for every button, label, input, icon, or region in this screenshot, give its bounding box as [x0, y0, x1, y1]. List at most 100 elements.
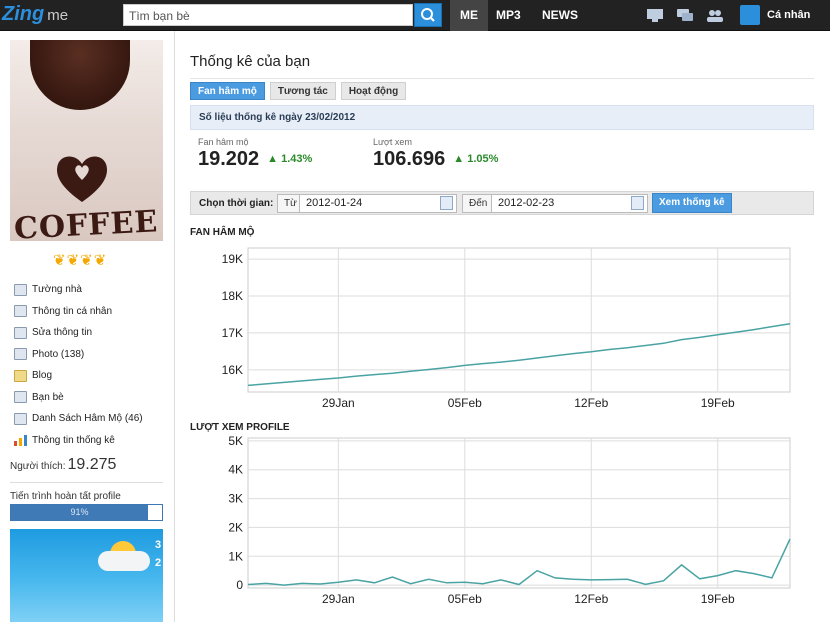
y-tick-label: 0 — [236, 578, 243, 592]
plot-area — [247, 247, 791, 393]
x-tick-label: 19Feb — [701, 592, 735, 606]
stats-icon — [14, 435, 27, 447]
nav-news[interactable]: NEWS — [542, 8, 578, 22]
y-tick-label: 1K — [228, 549, 243, 563]
sidebar-item-photo[interactable]: Photo (138) — [14, 344, 174, 366]
page-title: Thống kê của bạn — [190, 53, 311, 70]
sidebar-item-blog[interactable]: Blog — [14, 365, 174, 387]
weather-widget[interactable]: 3 2 — [10, 529, 163, 622]
y-tick-label: 5K — [228, 436, 243, 448]
views-chart-title: LƯỢT XEM PROFILE — [190, 422, 290, 433]
fans-stat-label: Fan hâm mộ — [198, 137, 249, 147]
x-tick-label: 12Feb — [574, 592, 608, 606]
fans-stat: Fan hâm mộ 19.202 ▲ 1.43% — [198, 137, 312, 171]
profile-progress-bar: 91% — [10, 504, 163, 521]
blog-icon — [14, 369, 27, 382]
account-avatar[interactable] — [740, 5, 760, 25]
fans-icon — [14, 412, 27, 425]
fans-chart: 16K 17K 18K 19K 29Jan 05Feb 12Feb 19Feb — [222, 247, 791, 410]
from-date-input[interactable]: 2012-01-24 — [299, 194, 457, 213]
nav-me[interactable]: ME — [450, 0, 488, 31]
likes-label: Người thích: — [10, 461, 66, 472]
cloud-icon — [98, 551, 150, 571]
fans-change-value: 1.43% — [281, 153, 313, 165]
heart-image — [57, 156, 107, 202]
stats-date-banner: Số liệu thống kê ngày 23/02/2012 — [190, 105, 814, 130]
sidebar-item-label: Photo (138) — [32, 348, 85, 360]
y-tick-label: 4K — [228, 463, 243, 477]
sidebar-item-label: Danh Sách Hâm Mộ (46) — [32, 413, 143, 425]
to-label: Đến — [462, 194, 495, 213]
top-bar: Zing me Tìm bạn bè ME MP3 NEWS Cá nhân — [0, 0, 830, 31]
account-menu[interactable]: Cá nhân — [767, 9, 811, 21]
likes-count: Người thích: 19.275 — [10, 456, 116, 474]
y-tick-label: 17K — [222, 326, 243, 340]
views-chart: 0 1K 2K 3K 4K 5K 29Jan 05Feb 12Feb 19Feb — [228, 436, 791, 606]
sidebar-item-profile[interactable]: Thông tin cá nhân — [14, 301, 174, 323]
stats-tabs: Fan hâm mộ Tương tác Hoạt động — [190, 82, 407, 100]
sidebar-item-wall[interactable]: Tường nhà — [14, 279, 174, 301]
tab-interaction[interactable]: Tương tác — [269, 82, 336, 100]
to-date-input[interactable]: 2012-02-23 — [491, 194, 648, 213]
sidebar-item-edit[interactable]: Sửa thông tin — [14, 322, 174, 344]
left-sidebar: COFFEE ❦❦❦❦ Tường nhà Thông tin cá nhân … — [0, 31, 175, 622]
from-calendar-icon[interactable] — [440, 196, 453, 210]
search-icon — [421, 8, 435, 22]
logo-suffix: me — [47, 7, 69, 24]
views-change-value: 1.05% — [467, 153, 499, 165]
search-input[interactable]: Tìm bạn bè — [123, 4, 413, 26]
views-stat-value: 106.696 — [373, 148, 446, 170]
friends-request-icon[interactable] — [707, 9, 723, 22]
x-tick-label: 05Feb — [448, 396, 482, 410]
sidebar-item-fans[interactable]: Danh Sách Hâm Mộ (46) — [14, 408, 174, 430]
x-tick-label: 19Feb — [701, 396, 735, 410]
filter-label: Chọn thời gian: — [199, 198, 274, 209]
progress-fill — [11, 505, 149, 520]
weather-temp-2: 2 — [155, 557, 162, 569]
sidebar-item-label: Bạn bè — [32, 391, 64, 403]
sidebar-item-label: Sửa thông tin — [32, 327, 93, 339]
progress-text: 91% — [70, 507, 89, 517]
search-button[interactable] — [414, 3, 442, 27]
date-filter-bar: Chọn thời gian: Từ 2012-01-24 Đến 2012-0… — [190, 191, 814, 215]
wall-icon — [14, 283, 27, 296]
weather-temp-1: 3 — [155, 539, 162, 551]
likes-value: 19.275 — [67, 456, 117, 473]
plot-area — [247, 437, 791, 589]
friends-icon — [14, 391, 27, 404]
sidebar-item-stats[interactable]: Thông tin thống kê — [14, 430, 174, 452]
x-tick-label: 05Feb — [448, 592, 482, 606]
views-stat-label: Lượt xem — [373, 137, 412, 147]
up-arrow-icon: ▲ — [453, 153, 468, 165]
profile-photo[interactable]: COFFEE — [10, 40, 163, 241]
logo-text: Zing — [2, 3, 45, 25]
series-line — [247, 538, 791, 586]
sidebar-item-label: Thông tin thống kê — [32, 434, 115, 446]
tab-fans[interactable]: Fan hâm mộ — [190, 82, 265, 100]
chat-icon[interactable] — [677, 9, 693, 22]
fans-chart-title: FAN HÂM MỘ — [190, 227, 255, 238]
to-calendar-icon[interactable] — [631, 196, 644, 210]
title-divider — [190, 78, 814, 79]
level-stars-icon: ❦❦❦❦ — [53, 252, 108, 269]
sidebar-item-friends[interactable]: Bạn bè — [14, 387, 174, 409]
x-tick-label: 29Jan — [322, 592, 355, 606]
coffee-word-image: COFFEE — [13, 204, 160, 241]
up-arrow-icon: ▲ — [267, 153, 282, 165]
fans-stat-value: 19.202 — [198, 148, 260, 170]
y-tick-label: 2K — [228, 520, 243, 534]
x-tick-label: 12Feb — [574, 396, 608, 410]
tab-activity[interactable]: Hoạt động — [340, 82, 407, 100]
progress-label: Tiến trình hoàn tất profile — [10, 491, 121, 502]
x-tick-label: 29Jan — [322, 396, 355, 410]
zing-logo[interactable]: Zing me — [2, 3, 68, 26]
view-stats-button[interactable]: Xem thống kê — [652, 193, 732, 213]
views-stat: Lượt xem 106.696 ▲ 1.05% — [373, 137, 498, 171]
sidebar-menu: Tường nhà Thông tin cá nhân Sửa thông ti… — [14, 279, 174, 451]
sidebar-item-label: Tường nhà — [32, 284, 82, 296]
sidebar-item-label: Thông tin cá nhân — [32, 305, 113, 317]
nav-mp3[interactable]: MP3 — [496, 8, 521, 22]
monitor-icon[interactable] — [647, 9, 663, 22]
profile-icon — [14, 305, 27, 318]
edit-icon — [14, 326, 27, 339]
